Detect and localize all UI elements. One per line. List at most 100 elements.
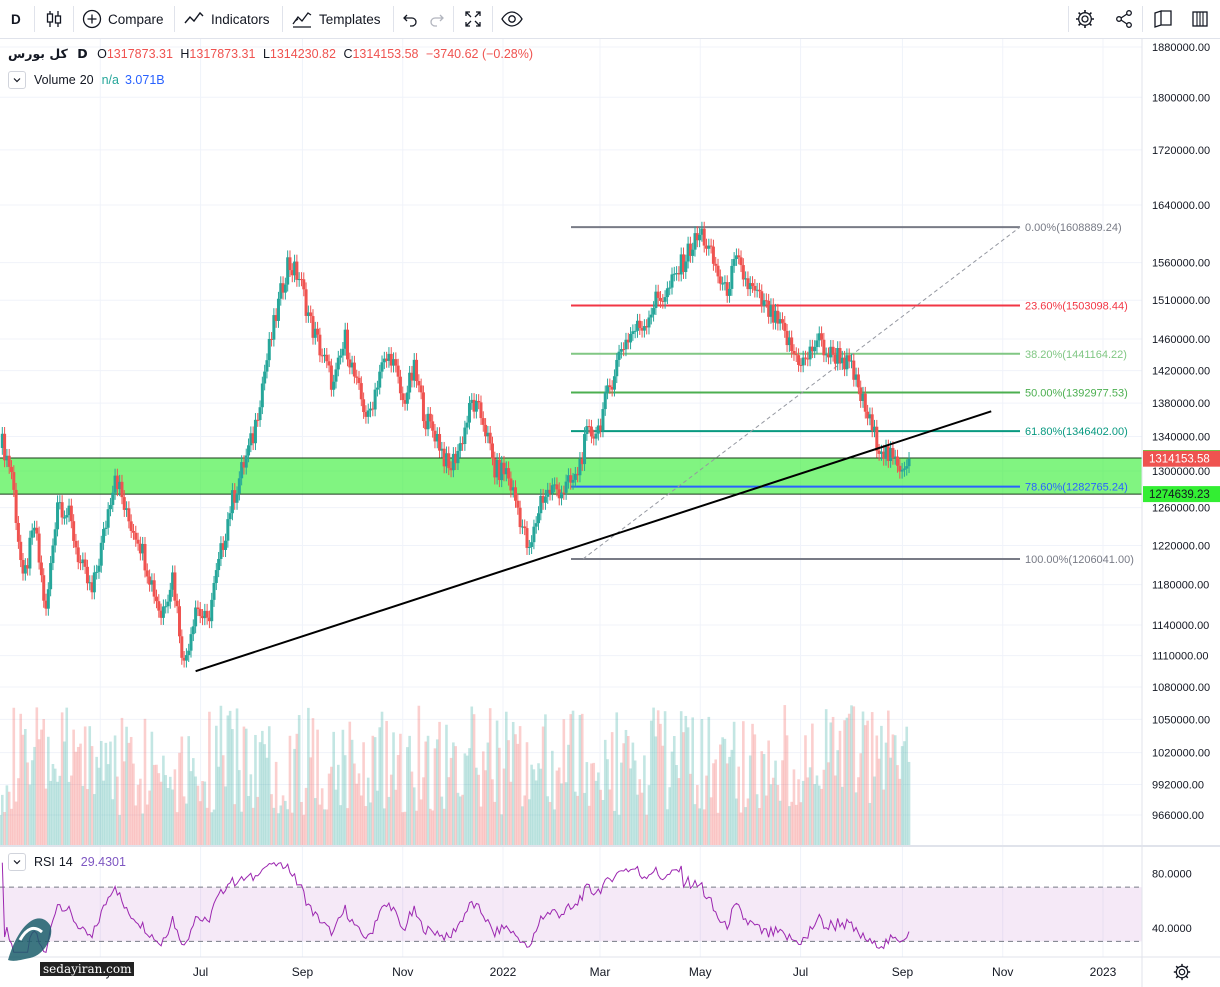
- volume-bar: [555, 770, 559, 845]
- volume-bar: [182, 796, 186, 845]
- visibility-button[interactable]: [500, 0, 524, 38]
- candle-body: [16, 522, 20, 542]
- volume-bar: [709, 797, 713, 845]
- volume-bar: [488, 708, 492, 845]
- volume-bar: [265, 757, 269, 845]
- candle-body: [178, 606, 182, 637]
- redo-button[interactable]: [428, 0, 446, 38]
- volume-bar: [456, 792, 460, 845]
- candle-body: [207, 617, 211, 622]
- volume-bar: [417, 705, 421, 845]
- volume-bar: [850, 705, 853, 845]
- candle-body: [608, 385, 612, 387]
- candle-body: [320, 355, 324, 357]
- undo-button[interactable]: [401, 0, 419, 38]
- settings-button[interactable]: [1074, 0, 1096, 38]
- volume-bar: [877, 758, 881, 845]
- volume-bar: [274, 761, 278, 845]
- price-tag-zone: 1274639.23: [1143, 486, 1220, 503]
- candle-body: [332, 381, 336, 390]
- candle-body: [267, 338, 271, 361]
- axis-settings-button[interactable]: [1172, 962, 1192, 987]
- volume-bar: [783, 705, 787, 845]
- candle-body: [125, 508, 129, 510]
- volume-bar: [834, 775, 837, 845]
- trendline[interactable]: [195, 410, 992, 673]
- volume-bar: [221, 755, 225, 845]
- volume-bar: [341, 729, 345, 845]
- indicators-button[interactable]: Indicators: [183, 0, 270, 38]
- candle-body: [306, 312, 310, 316]
- volume-bar: [19, 713, 23, 845]
- volume-bar: [898, 778, 902, 845]
- candle-body: [840, 357, 844, 364]
- candle-body: [168, 589, 172, 602]
- candle-body: [270, 338, 274, 340]
- candle-body: [102, 528, 106, 543]
- trendline-line[interactable]: [195, 410, 992, 673]
- volume-bar: [21, 734, 25, 845]
- candle-body: [46, 589, 50, 609]
- candle-body: [184, 655, 188, 661]
- collapse-button[interactable]: [8, 71, 26, 89]
- compare-button[interactable]: Compare: [82, 0, 164, 38]
- candle-body: [242, 462, 246, 468]
- candle-body: [500, 462, 504, 481]
- chart-type-button[interactable]: [44, 0, 64, 38]
- candle-body: [387, 353, 391, 361]
- volume-bar: [479, 806, 483, 845]
- volume-bar: [81, 785, 85, 845]
- candle-body: [30, 530, 34, 538]
- volume-bar: [150, 731, 154, 845]
- candle-body: [472, 399, 476, 412]
- volume-bar: [189, 771, 193, 845]
- volume-bar: [95, 756, 98, 845]
- candle-body: [210, 599, 214, 622]
- volume-bar: [551, 750, 554, 845]
- symbol-name[interactable]: کل بورس: [8, 46, 68, 61]
- candle-body: [424, 421, 428, 430]
- candle-body: [707, 245, 711, 249]
- candle-body: [594, 433, 598, 439]
- candle-body: [797, 355, 801, 365]
- volume-bar: [159, 781, 163, 845]
- volume-bar: [196, 785, 200, 845]
- eye-icon: [500, 9, 524, 29]
- candle-body: [56, 502, 60, 530]
- volume-bar: [297, 715, 301, 845]
- high-value: 1317873.31: [189, 47, 256, 61]
- volume-bar: [369, 802, 372, 845]
- candle-body: [150, 580, 154, 585]
- volume-bar: [313, 798, 317, 845]
- snapshot-button[interactable]: [1190, 0, 1210, 38]
- fullscreen-button[interactable]: [463, 0, 483, 38]
- volume-bar: [272, 807, 276, 845]
- share-button[interactable]: [1114, 0, 1134, 38]
- candle-body: [599, 425, 603, 431]
- volume-bar: [663, 711, 667, 845]
- y-tick-label: 1050000.00: [1152, 714, 1210, 726]
- candle-body: [629, 333, 633, 343]
- interval-button[interactable]: D: [11, 11, 21, 27]
- candle-body: [440, 448, 444, 451]
- collapse-button[interactable]: [8, 853, 26, 871]
- x-tick-label: Jul: [193, 965, 208, 979]
- fibonacci-retracement[interactable]: 0.00%(1608889.24) 23.60%(1503098.44) 38.20…: [571, 222, 1134, 566]
- candle-body: [10, 466, 14, 473]
- publish-button[interactable]: [1152, 0, 1174, 38]
- volume-bar: [111, 799, 115, 845]
- volume-bar: [185, 803, 188, 845]
- templates-button[interactable]: Templates: [291, 0, 381, 38]
- candle-body: [76, 547, 80, 563]
- volume-bar: [689, 773, 692, 845]
- candle-body: [787, 337, 791, 346]
- candle-body: [240, 462, 244, 479]
- toolbar-divider: [282, 6, 283, 32]
- volume-bar: [49, 780, 52, 845]
- candle-body: [661, 300, 665, 302]
- volume-bar: [511, 721, 515, 845]
- volume-bar: [212, 809, 216, 845]
- candle-body: [385, 358, 389, 361]
- candle-body: [647, 317, 651, 328]
